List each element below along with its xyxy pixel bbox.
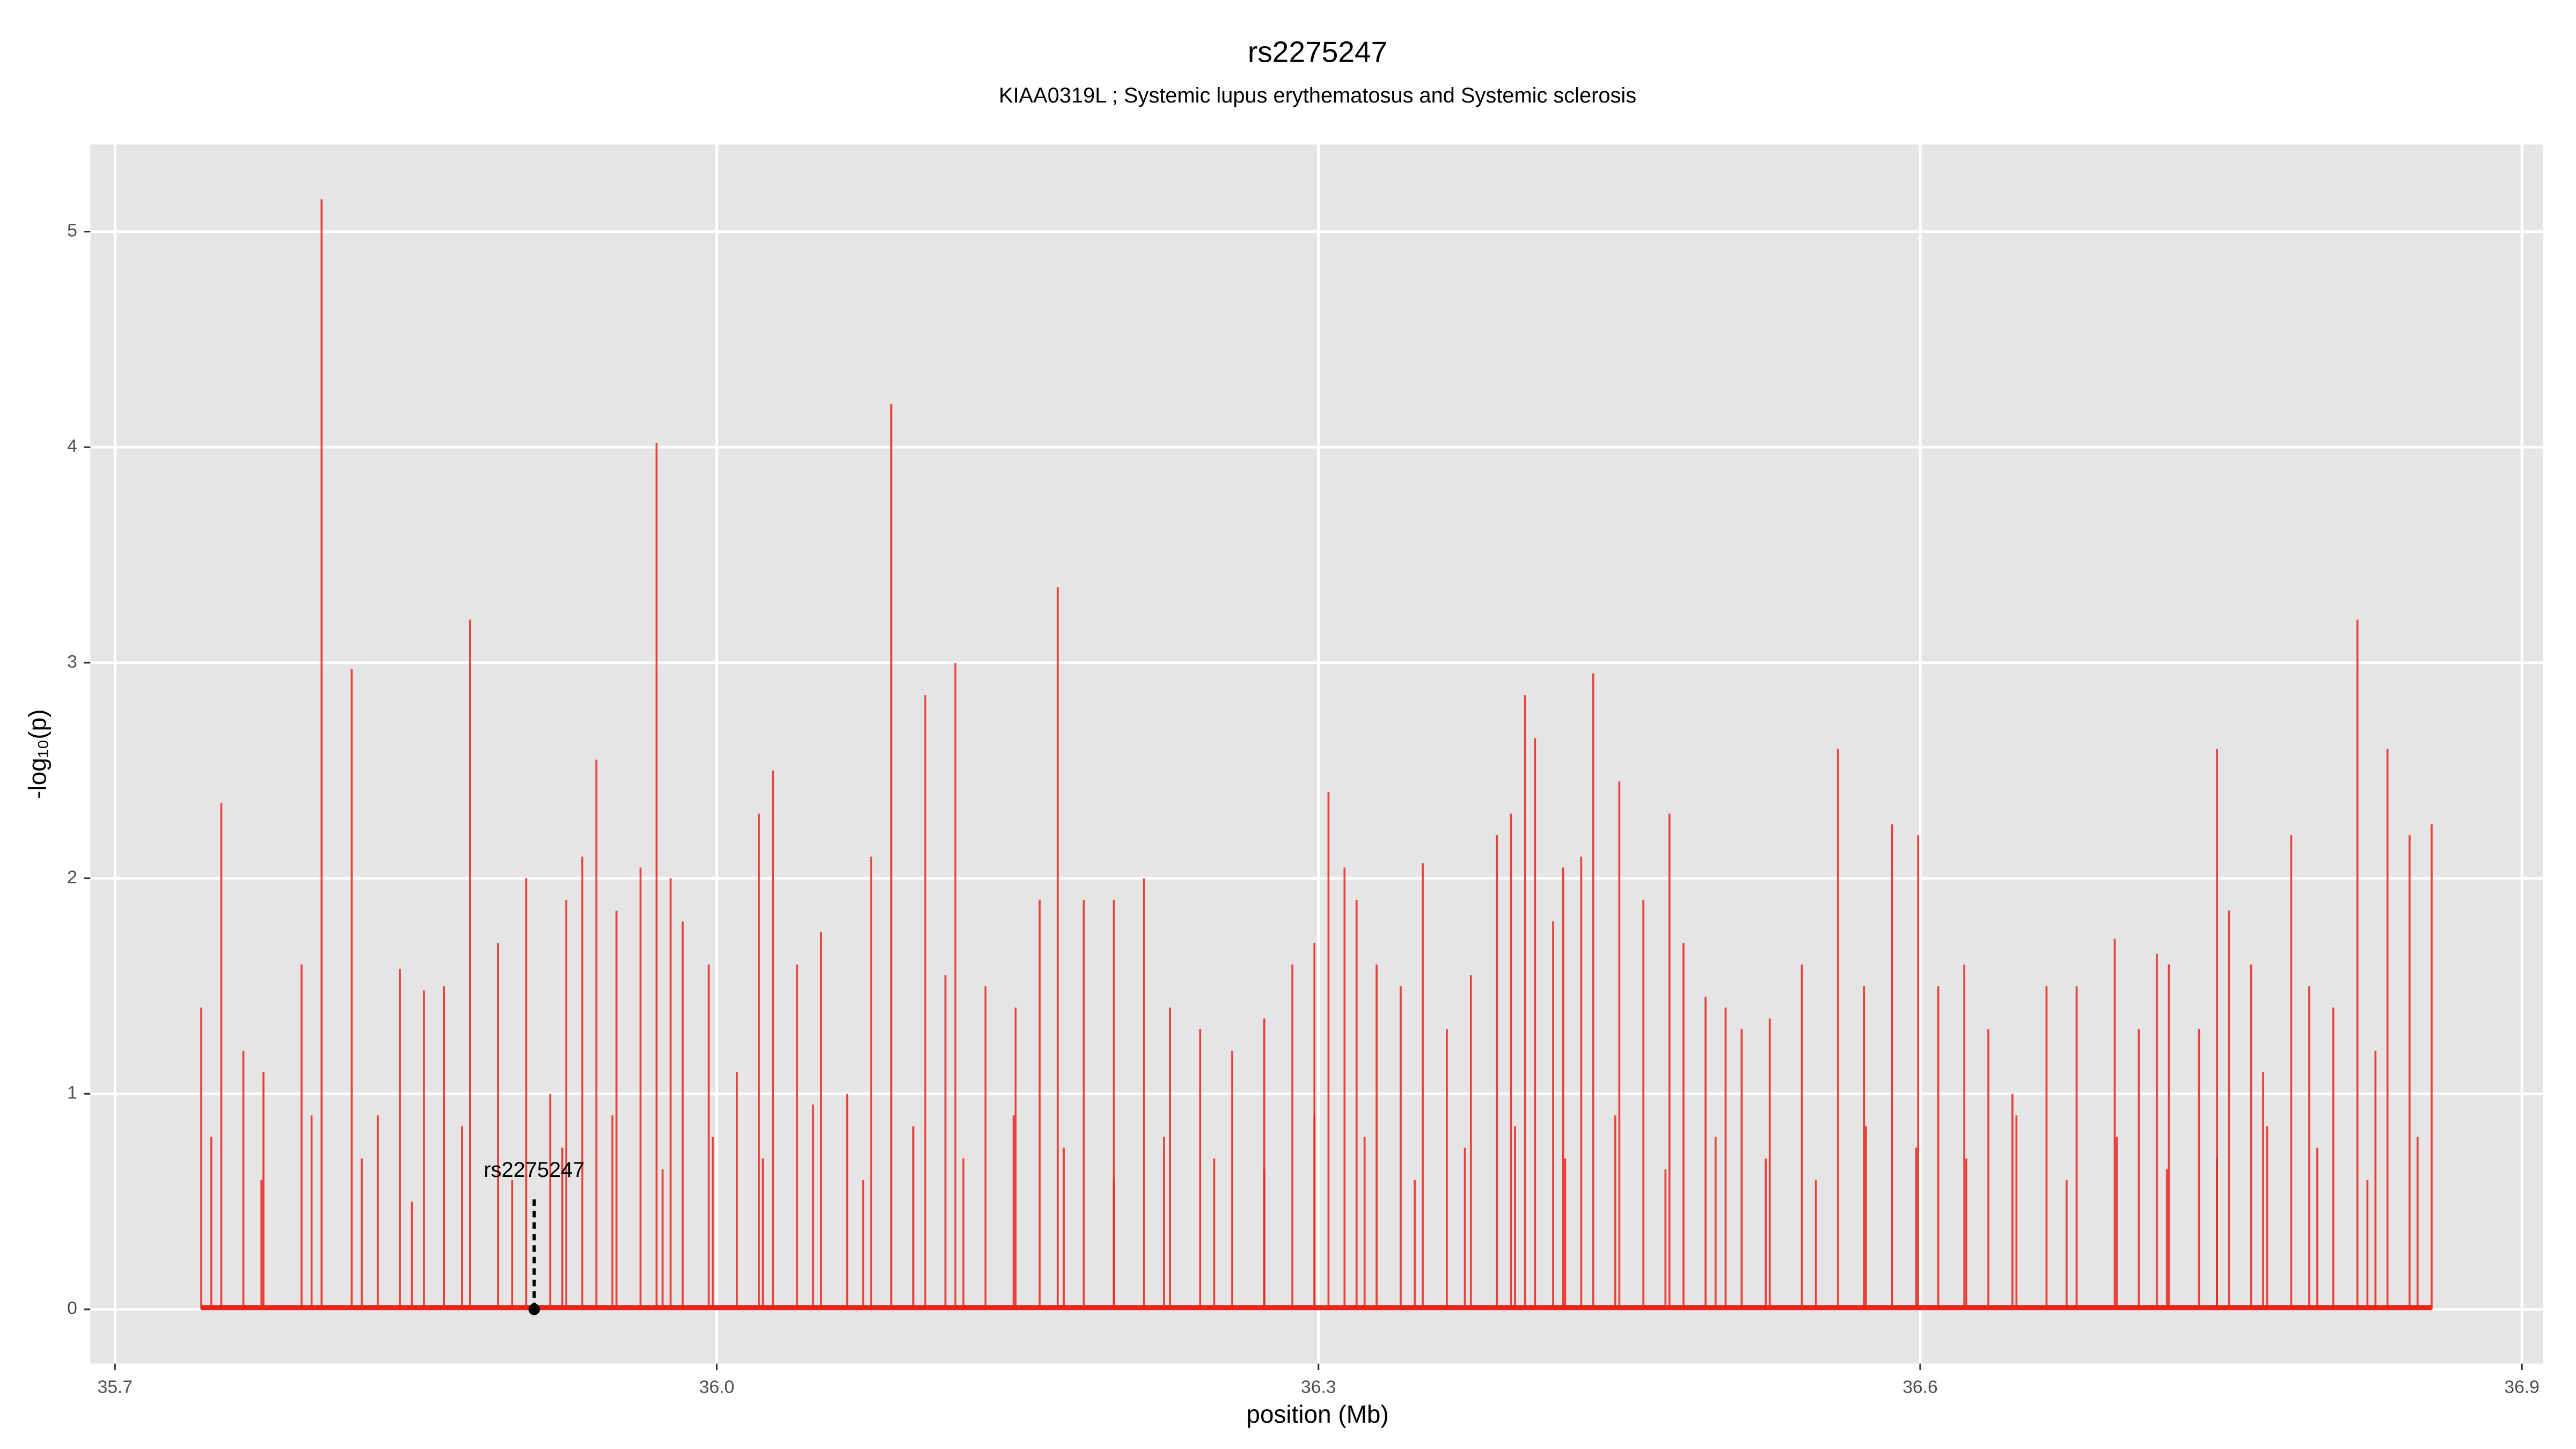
y-axis-label: -log₁₀(p) <box>24 709 52 799</box>
annotation-label: rs2275247 <box>484 1158 584 1182</box>
x-tick-label: 35.7 <box>98 1378 133 1397</box>
x-tick-label: 36.0 <box>699 1378 735 1397</box>
chart-subtitle: KIAA0319L ; Systemic lupus erythematosus… <box>999 84 1636 107</box>
y-tick-label: 0 <box>67 1299 77 1319</box>
x-tick-label: 36.9 <box>2504 1378 2540 1397</box>
y-tick-label: 1 <box>67 1083 77 1103</box>
y-tick-label: 4 <box>67 436 77 456</box>
chart-title: rs2275247 <box>1248 35 1387 69</box>
annotation-point <box>528 1304 540 1315</box>
x-axis-label: position (Mb) <box>1246 1400 1388 1428</box>
x-tick-label: 36.3 <box>1301 1378 1336 1397</box>
x-tick-label: 36.6 <box>1902 1378 1938 1397</box>
panel <box>90 144 2543 1364</box>
y-tick-label: 5 <box>67 221 77 241</box>
y-tick-label: 3 <box>67 652 77 672</box>
y-tick-label: 2 <box>67 867 77 887</box>
